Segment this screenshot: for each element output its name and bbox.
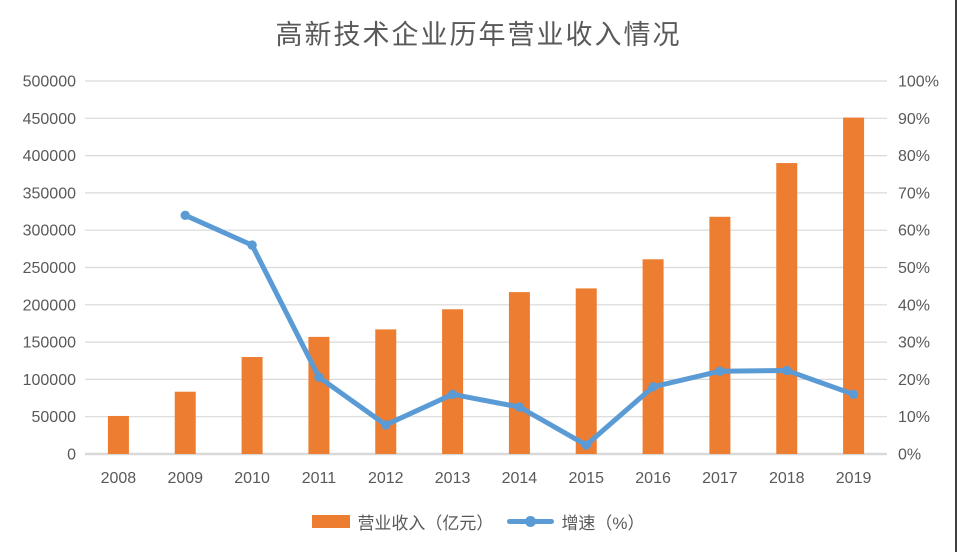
growth-line-marker	[848, 389, 859, 400]
left-axis-tick-label: 50000	[32, 409, 77, 426]
right-axis-tick-label: 10%	[898, 409, 930, 426]
right-border-line	[955, 0, 957, 552]
x-axis-category-label: 2012	[368, 470, 404, 487]
growth-line-swatch	[507, 516, 555, 527]
x-axis-category-label: 2011	[302, 470, 337, 487]
left-axis-tick-label: 350000	[23, 185, 76, 202]
revenue-bar	[442, 309, 464, 454]
x-axis-category-label: 2014	[502, 470, 538, 487]
legend-label-growth: 增速（%）	[561, 514, 645, 533]
revenue-bar	[843, 117, 865, 454]
revenue-bar	[709, 216, 731, 454]
x-axis-category-label: 2008	[101, 470, 137, 487]
growth-line-marker	[648, 382, 658, 392]
revenue-bar	[375, 329, 397, 454]
x-axis-category-label: 2015	[568, 470, 604, 487]
x-axis-category-label: 2013	[435, 470, 471, 487]
legend-item-revenue: 营业收入（亿元）	[312, 509, 493, 534]
left-axis-tick-label: 100000	[23, 372, 76, 389]
growth-line-marker	[581, 440, 591, 450]
growth-line-marker	[381, 420, 391, 430]
growth-line-marker	[447, 389, 458, 400]
right-axis-tick-label: 60%	[898, 223, 930, 240]
left-axis-tick-label: 150000	[23, 335, 76, 352]
growth-marker-swatch-dot	[525, 516, 537, 527]
growth-line-marker	[782, 365, 792, 376]
right-axis-tick-label: 30%	[898, 335, 930, 352]
right-axis-tick-label: 20%	[898, 372, 930, 389]
right-axis-tick-label: 70%	[898, 185, 930, 202]
revenue-bar	[174, 391, 196, 454]
right-axis-tick-label: 90%	[898, 111, 930, 128]
revenue-bar	[642, 259, 664, 454]
x-axis-category-label: 2010	[234, 470, 270, 487]
revenue-bar	[508, 292, 530, 454]
x-axis-category-label: 2016	[635, 470, 671, 487]
legend-label-revenue: 营业收入（亿元）	[357, 514, 494, 533]
right-axis-tick-label: 100%	[898, 74, 939, 91]
right-axis-tick-label: 40%	[898, 297, 930, 314]
growth-line-marker	[247, 240, 257, 250]
revenue-bar	[107, 415, 129, 454]
right-axis-tick-label: 0%	[898, 447, 921, 464]
revenue-bar	[776, 163, 798, 454]
left-axis-tick-label: 0	[67, 447, 76, 464]
left-axis-tick-label: 450000	[23, 111, 76, 128]
revenue-bar	[241, 357, 263, 454]
legend-item-growth: 增速（%）	[507, 509, 645, 534]
growth-line-marker	[180, 210, 190, 220]
x-axis-category-label: 2009	[167, 470, 203, 487]
x-axis-category-label: 2017	[702, 470, 738, 487]
revenue-bar	[308, 336, 330, 454]
right-axis-tick-label: 50%	[898, 260, 930, 277]
left-axis-tick-label: 250000	[23, 260, 76, 277]
growth-line-marker	[514, 402, 525, 412]
x-axis-category-label: 2019	[836, 470, 872, 487]
left-axis-tick-label: 200000	[23, 297, 76, 314]
right-axis-tick-label: 80%	[898, 148, 930, 165]
chart-legend: 营业收入（亿元） 增速（%）	[0, 509, 957, 534]
left-axis-tick-label: 400000	[23, 148, 76, 165]
revenue-bar	[575, 288, 597, 454]
chart-title: 高新技术企业历年营业收入情况	[275, 20, 682, 50]
growth-line-marker	[715, 366, 725, 376]
revenue-bar-swatch	[312, 515, 351, 528]
left-axis-tick-label: 500000	[23, 74, 76, 91]
x-axis-category-label: 2018	[769, 470, 805, 487]
growth-line-marker	[314, 372, 324, 382]
left-axis-tick-label: 300000	[23, 223, 76, 240]
